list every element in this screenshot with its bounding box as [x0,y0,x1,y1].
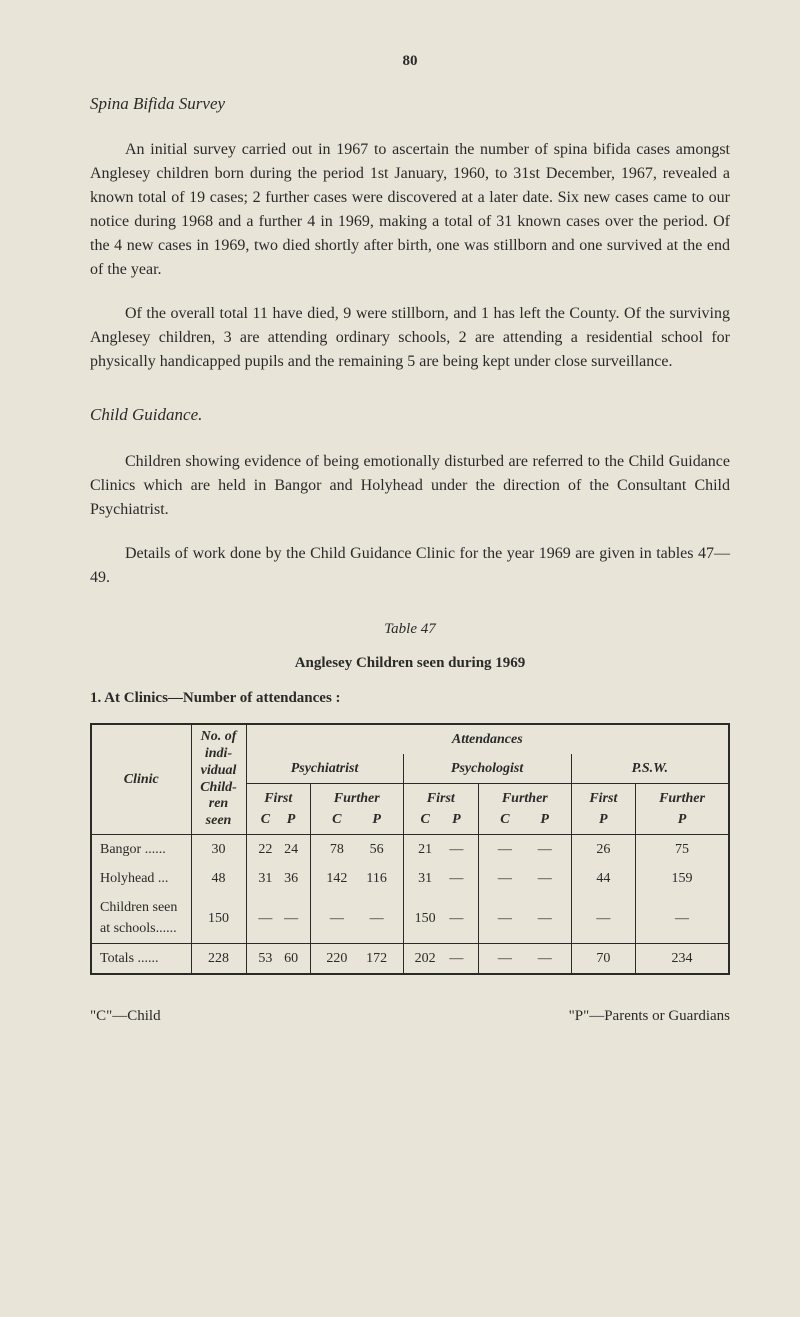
psych-further-header: Further CP [479,784,572,835]
table-row: Children seen at schools...... 150 —— ——… [91,893,729,944]
table-subtitle: 1. At Clinics—Number of attendances : [90,687,730,710]
further-label: Further [334,791,380,806]
c-note: "C"—Child [90,1005,161,1028]
data-cell: — [636,893,729,944]
p-note: "P"—Parents or Guardians [569,1005,730,1028]
seen-cell: 30 [191,835,246,865]
data-cell: — [571,893,635,944]
data-cell: —— [310,893,403,944]
p-label: P [526,809,564,830]
psychologist-header: Psychologist [403,754,571,784]
data-cell: 234 [636,944,729,975]
no-of-header: No. of indi- vidual Child- ren seen [191,724,246,835]
data-cell: 26 [571,835,635,865]
paragraph-4: Details of work done by the Child Guidan… [90,542,730,590]
c-label: C [410,809,440,830]
clinic-header: Clinic [91,724,191,835]
first-label: First [264,791,292,806]
sub-section-title: Child Guidance. [90,402,730,428]
table-row: Holyhead ... 48 3136 142116 31— —— 44 15… [91,864,729,893]
seen-cell: 48 [191,864,246,893]
data-cell: 142116 [310,864,403,893]
data-cell: —— [479,864,572,893]
data-cell: 3136 [246,864,310,893]
data-cell: —— [479,893,572,944]
attendances-header: Attendances [246,724,729,754]
psychiatrist-header: Psychiatrist [246,754,403,784]
p-label: P [441,809,471,830]
seen-cell: 150 [191,893,246,944]
paragraph-2: Of the overall total 11 have died, 9 wer… [90,302,730,374]
psw-first-header: First P [571,784,635,835]
section-title: Spina Bifida Survey [90,91,730,117]
data-cell: —— [479,944,572,975]
data-cell: 5360 [246,944,310,975]
p-label: P [599,812,608,827]
first-label: First [427,791,455,806]
data-cell: 220172 [310,944,403,975]
data-cell: 21— [403,835,478,865]
data-cell: 150— [403,893,478,944]
totals-seen: 228 [191,944,246,975]
data-cell: 159 [636,864,729,893]
psw-header: P.S.W. [571,754,729,784]
table-title: Anglesey Children seen during 1969 [90,652,730,675]
data-cell: 7856 [310,835,403,865]
page-number: 80 [90,50,730,73]
attendance-table: Clinic No. of indi- vidual Child- ren se… [90,723,730,975]
data-cell: 70 [571,944,635,975]
data-cell: 75 [636,835,729,865]
paragraph-3: Children showing evidence of being emoti… [90,450,730,522]
paragraph-1: An initial survey carried out in 1967 to… [90,138,730,282]
clinic-cell: Children seen at schools...... [91,893,191,944]
first-label: First [589,791,617,806]
data-cell: —— [479,835,572,865]
p-label: P [358,809,396,830]
further-label: Further [502,791,548,806]
p-label: P [279,809,304,830]
c-label: C [253,809,278,830]
totals-row: Totals ...... 228 5360 220172 202— —— 70… [91,944,729,975]
c-label: C [486,809,524,830]
c-label: C [318,809,356,830]
clinic-cell: Holyhead ... [91,864,191,893]
psy-first-header: First CP [246,784,310,835]
psych-first-header: First CP [403,784,478,835]
table-row: Bangor ...... 30 2224 7856 21— —— 26 75 [91,835,729,865]
data-cell: 202— [403,944,478,975]
psy-further-header: Further CP [310,784,403,835]
totals-label: Totals ...... [91,944,191,975]
footer-notes: "C"—Child "P"—Parents or Guardians [90,1005,730,1028]
clinic-cell: Bangor ...... [91,835,191,865]
psw-further-header: Further P [636,784,729,835]
table-label: Table 47 [90,618,730,641]
data-cell: 31— [403,864,478,893]
further-label: Further [659,791,705,806]
data-cell: 2224 [246,835,310,865]
data-cell: —— [246,893,310,944]
data-cell: 44 [571,864,635,893]
p-label: P [678,812,687,827]
